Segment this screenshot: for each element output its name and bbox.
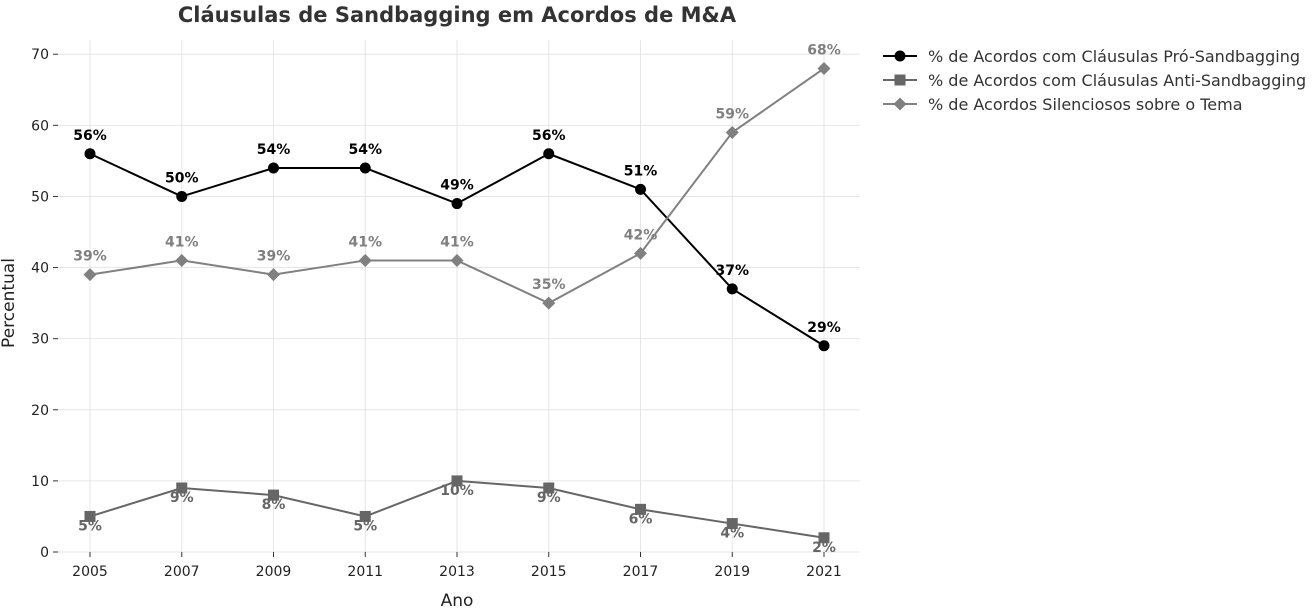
x-tick-label: 2009 [256, 564, 292, 580]
legend-marker [894, 74, 906, 86]
data-label: 56% [73, 128, 107, 144]
data-point [818, 532, 830, 544]
x-tick-label: 2017 [623, 564, 659, 580]
legend-entry-3: % de Acordos Silenciosos sobre o Tema [883, 95, 1243, 114]
series-3: 39% 41% 39% 41% 41% 35% 42% 59% 68% [73, 42, 841, 310]
data-label: 6% [629, 511, 653, 527]
data-point [176, 482, 188, 494]
data-point [268, 162, 279, 174]
data-point [726, 518, 738, 530]
data-point [451, 475, 463, 487]
data-label: 37% [715, 263, 749, 279]
data-label: 41% [440, 234, 474, 250]
data-label: 2% [812, 540, 836, 556]
data-point [176, 190, 188, 202]
data-label: 9% [170, 490, 194, 506]
data-label: 9% [537, 490, 561, 506]
data-point [358, 253, 372, 267]
data-point [84, 510, 96, 522]
data-label: 41% [348, 234, 382, 250]
data-point [635, 183, 646, 195]
data-label: 29% [807, 320, 841, 336]
data-label: 4% [720, 526, 744, 542]
x-tick-label: 2005 [72, 564, 108, 580]
chart-title: Cláusulas de Sandbagging em Acordos de M… [178, 3, 737, 27]
series-2: 5% 9% 8% 5% 10% 9% 6% 4% 2% [78, 475, 836, 556]
y-tick-label: 30 [31, 332, 49, 348]
legend-marker [894, 50, 906, 62]
data-point [543, 482, 555, 494]
y-tick-label: 60 [31, 118, 49, 134]
data-label: 39% [73, 249, 107, 265]
axes: 0 10 20 30 40 50 60 70 2005 2007 2009 2011 2013 2015 2… [31, 47, 842, 580]
data-label: 50% [165, 170, 199, 186]
data-point [359, 162, 371, 174]
data-point [268, 489, 279, 501]
data-point [817, 61, 831, 75]
series-lines: 56% 50% 54% 54% 49% 56% 51% 37% 29% 5% 9% 8% 5% 10% 9%… [73, 42, 841, 555]
data-point [725, 125, 739, 139]
data-label: 51% [624, 163, 658, 179]
data-point [634, 246, 647, 260]
data-label: 10% [440, 483, 474, 499]
x-tick-label: 2019 [714, 564, 750, 580]
data-point [542, 296, 556, 310]
x-tick-label: 2007 [164, 564, 200, 580]
x-tick-label: 2021 [806, 564, 842, 580]
data-point [450, 253, 464, 267]
x-tick-label: 2013 [439, 564, 475, 580]
y-tick-label: 10 [31, 474, 49, 490]
data-label: 35% [532, 277, 566, 293]
data-point [84, 148, 96, 160]
x-axis-label: Ano [441, 591, 474, 611]
y-axis-label: Percentual [0, 258, 19, 348]
data-point [635, 503, 646, 515]
data-label: 5% [78, 518, 102, 534]
data-point [267, 268, 280, 282]
series-1: 56% 50% 54% 54% 49% 56% 51% 37% 29% [73, 128, 841, 352]
data-point [543, 148, 555, 160]
x-tick-label: 2015 [531, 564, 567, 580]
legend: % de Acordos com Cláusulas Pró-Sandbaggi… [883, 47, 1306, 114]
grid-lines [58, 40, 860, 553]
y-tick-label: 20 [31, 403, 49, 419]
data-label: 54% [257, 142, 291, 158]
data-label: 39% [257, 249, 291, 265]
legend-entry-2: % de Acordos com Cláusulas Anti-Sandbagg… [883, 71, 1306, 90]
data-label: 5% [353, 518, 377, 534]
data-label: 54% [348, 142, 382, 158]
legend-marker [893, 97, 907, 111]
y-tick-label: 70 [31, 47, 49, 63]
y-tick-label: 0 [40, 545, 49, 561]
legend-label: % de Acordos com Cláusulas Pró-Sandbaggi… [928, 47, 1300, 66]
data-label: 8% [262, 497, 286, 513]
data-label: 41% [165, 234, 199, 250]
data-point [726, 283, 738, 295]
data-point [359, 510, 371, 522]
data-point [83, 268, 97, 282]
data-label: 49% [440, 178, 474, 194]
data-point [451, 198, 463, 210]
data-point [175, 253, 189, 267]
data-label: 56% [532, 128, 566, 144]
y-tick-label: 50 [31, 189, 49, 205]
data-label: 68% [807, 42, 841, 58]
data-point [818, 340, 830, 352]
legend-label: % de Acordos Silenciosos sobre o Tema [928, 95, 1243, 114]
data-label: 59% [715, 106, 749, 122]
x-tick-label: 2011 [347, 564, 383, 580]
legend-label: % de Acordos com Cláusulas Anti-Sandbagg… [928, 71, 1306, 90]
y-tick-label: 40 [31, 261, 49, 277]
data-label: 42% [624, 227, 658, 243]
legend-entry-1: % de Acordos com Cláusulas Pró-Sandbaggi… [883, 47, 1300, 66]
